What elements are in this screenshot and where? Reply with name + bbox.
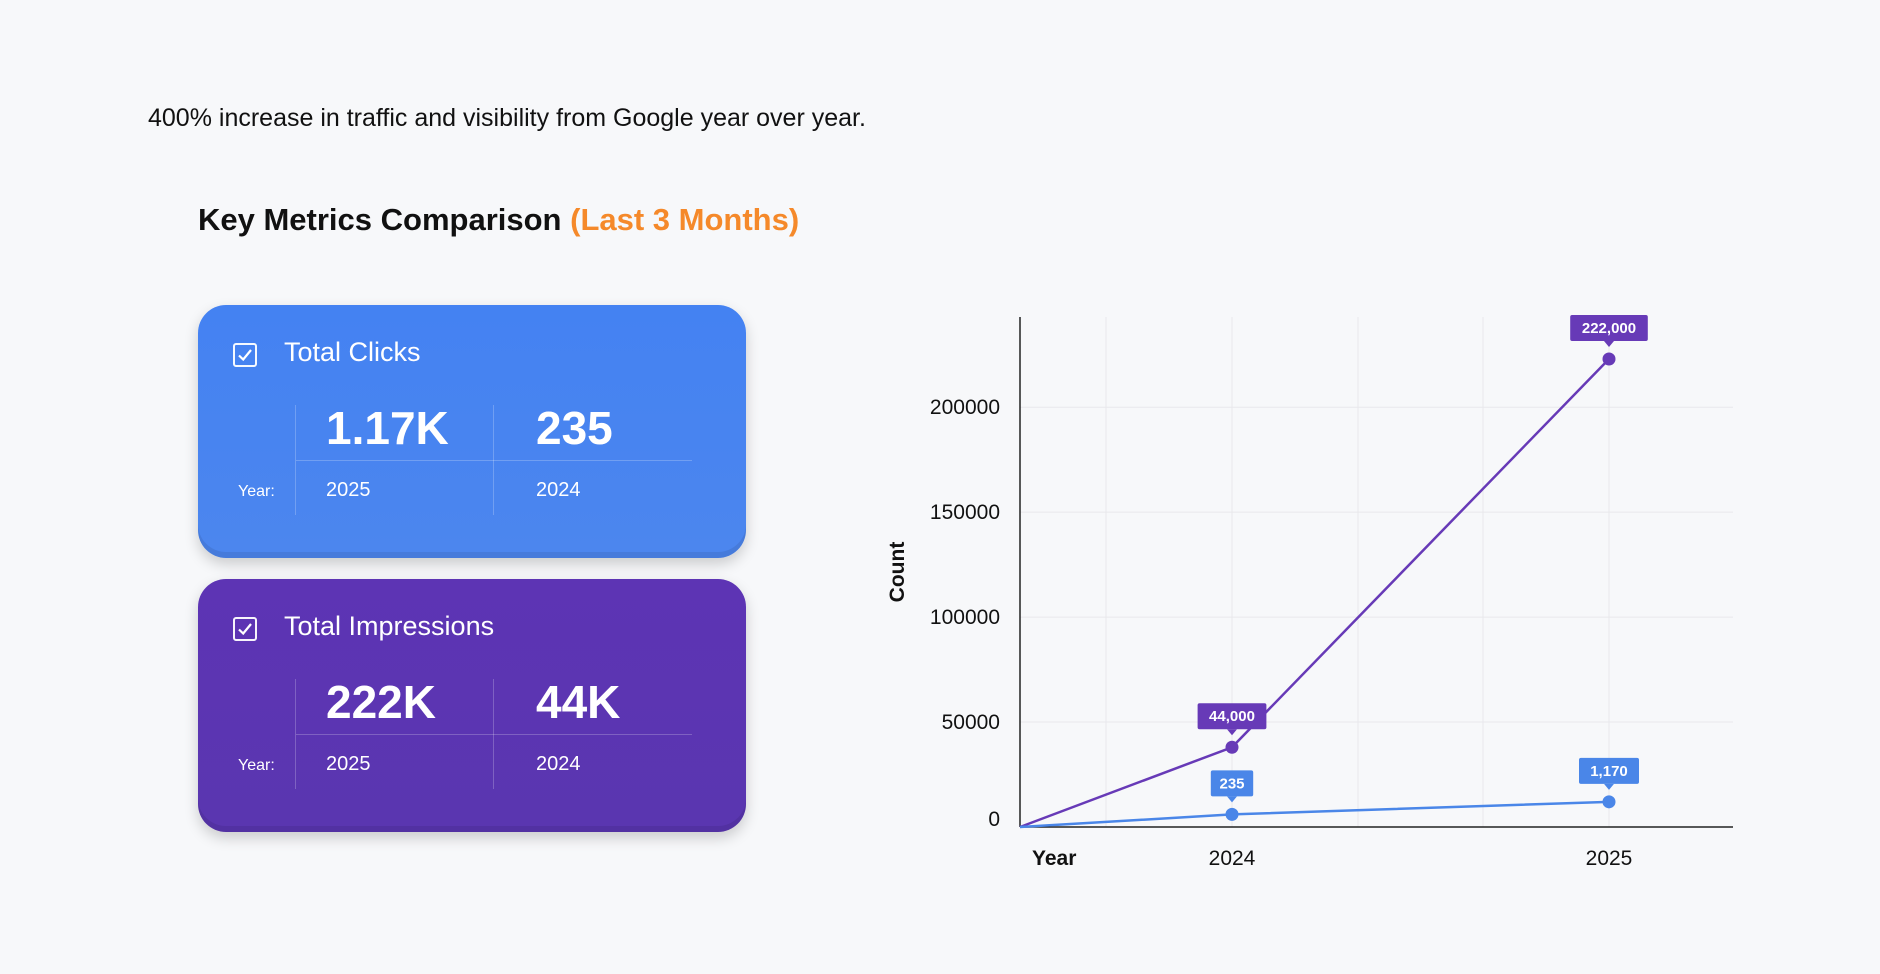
checkbox-icon[interactable]	[233, 617, 257, 641]
data-point	[1602, 352, 1616, 366]
data-label-box	[1210, 770, 1254, 797]
y-tick-label: 150000	[930, 501, 1000, 524]
series-line	[1019, 358, 1610, 829]
data-label: 44,000	[1209, 708, 1255, 725]
divider	[296, 734, 692, 735]
data-label-box	[1579, 757, 1639, 784]
year-2024: 2024	[536, 753, 581, 775]
year-2025: 2025	[326, 753, 371, 775]
year-2025: 2025	[326, 479, 371, 501]
total-clicks-card: Total Clicks 1.17K 235 Year: 2025 2024	[198, 305, 746, 558]
section-heading: Key Metrics Comparison (Last 3 Months)	[198, 202, 799, 238]
divider	[295, 679, 296, 789]
data-label: 235	[1219, 775, 1244, 792]
divider	[295, 405, 296, 515]
divider	[493, 679, 494, 789]
x-tick-label: 2024	[1209, 847, 1256, 870]
x-tick-label: 2025	[1586, 847, 1633, 870]
y-tick-label: 50000	[942, 711, 1000, 734]
data-point	[1225, 740, 1239, 754]
value-2024: 235	[536, 402, 613, 454]
value-2025: 222K	[326, 676, 436, 728]
data-label-pointer	[1227, 729, 1237, 736]
heading-title: Key Metrics Comparison	[198, 202, 562, 237]
data-label-pointer	[1604, 783, 1614, 790]
checkbox-icon[interactable]	[233, 343, 257, 367]
data-label: 1,170	[1590, 763, 1628, 780]
data-label-pointer	[1227, 796, 1237, 803]
y-tick-label: 0	[988, 808, 1000, 831]
data-point	[1225, 807, 1239, 821]
value-2024: 44K	[536, 676, 621, 728]
year-2024: 2024	[536, 479, 581, 501]
card-title: Total Clicks	[284, 337, 421, 367]
data-label-box	[1197, 703, 1267, 730]
total-impressions-card: Total Impressions 222K 44K Year: 2025 20…	[198, 579, 746, 832]
y-axis-title: Count	[886, 542, 909, 603]
divider	[296, 460, 692, 461]
y-tick-label: 100000	[930, 606, 1000, 629]
y-tick-label: 200000	[930, 396, 1000, 419]
data-label-pointer	[1604, 340, 1614, 347]
value-2025: 1.17K	[326, 402, 449, 454]
divider	[493, 405, 494, 515]
data-label: 222,000	[1582, 320, 1636, 337]
data-label-box	[1570, 314, 1648, 341]
year-label: Year:	[238, 757, 275, 774]
heading-accent: (Last 3 Months)	[570, 202, 800, 237]
series-line	[1019, 800, 1610, 829]
intro-text: 400% increase in traffic and visibility …	[148, 104, 866, 132]
year-label: Year:	[238, 483, 275, 500]
card-title: Total Impressions	[284, 611, 495, 641]
x-axis-title: Year	[1032, 847, 1076, 870]
data-point	[1602, 795, 1616, 809]
